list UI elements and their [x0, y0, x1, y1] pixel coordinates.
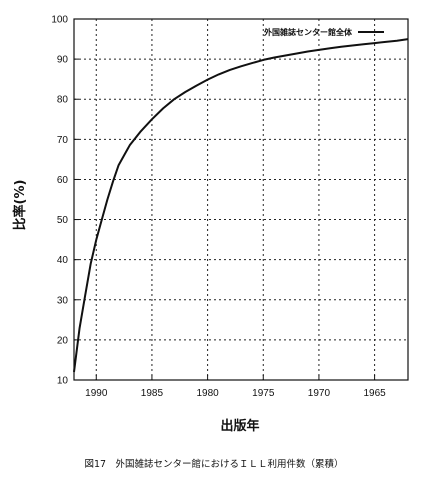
series-line [73, 38, 409, 373]
x-tick-label: 1990 [85, 388, 108, 399]
x-axis-title: 出版年 [220, 418, 259, 434]
plot-frame [73, 18, 409, 381]
x-tick-label: 1970 [308, 388, 331, 399]
y-tick-label: 80 [57, 95, 69, 106]
y-tick-label: 90 [57, 55, 69, 66]
y-axis-title: 比率(%) [12, 180, 28, 231]
y-tick-label: 40 [57, 255, 69, 266]
y-tick-label: 10 [57, 376, 69, 387]
series-group [73, 38, 409, 373]
x-tick-label: 1985 [141, 388, 164, 399]
y-tick-label: 100 [51, 15, 68, 26]
x-tick-label: 1975 [252, 388, 275, 399]
legend: 外国雑誌センター館全体 [264, 27, 384, 37]
y-axis-ticks: 10 20 30 40 50 60 70 80 90 100 [51, 15, 79, 387]
figure-caption: 図17 外国雑誌センター館におけるＩＬＬ利用件数（累積） [84, 459, 344, 470]
x-tick-label: 1965 [363, 388, 386, 399]
x-axis-ticks: 1990 1985 1980 1975 1970 1965 [85, 375, 386, 399]
y-tick-label: 50 [57, 215, 69, 226]
grid-lines [74, 19, 408, 380]
y-tick-label: 60 [57, 175, 69, 186]
x-tick-label: 1980 [196, 388, 219, 399]
y-tick-label: 70 [57, 135, 69, 146]
y-tick-label: 30 [57, 295, 69, 306]
y-tick-label: 20 [57, 335, 69, 346]
legend-label: 外国雑誌センター館全体 [264, 27, 353, 37]
